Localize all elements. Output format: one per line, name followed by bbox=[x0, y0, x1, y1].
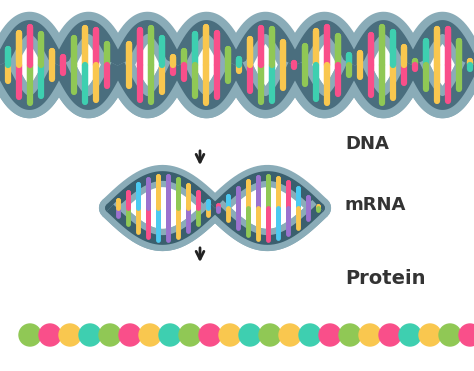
Circle shape bbox=[19, 324, 41, 346]
Circle shape bbox=[279, 324, 301, 346]
Circle shape bbox=[339, 324, 361, 346]
Circle shape bbox=[379, 324, 401, 346]
Circle shape bbox=[399, 324, 421, 346]
Circle shape bbox=[199, 324, 221, 346]
Circle shape bbox=[79, 324, 101, 346]
Circle shape bbox=[419, 324, 441, 346]
Circle shape bbox=[239, 324, 261, 346]
Circle shape bbox=[179, 324, 201, 346]
Circle shape bbox=[119, 324, 141, 346]
Circle shape bbox=[159, 324, 181, 346]
Circle shape bbox=[139, 324, 161, 346]
Text: Protein: Protein bbox=[345, 269, 426, 288]
Circle shape bbox=[39, 324, 61, 346]
Circle shape bbox=[319, 324, 341, 346]
Circle shape bbox=[299, 324, 321, 346]
Circle shape bbox=[219, 324, 241, 346]
Circle shape bbox=[59, 324, 81, 346]
Circle shape bbox=[99, 324, 121, 346]
Circle shape bbox=[439, 324, 461, 346]
Text: DNA: DNA bbox=[345, 135, 389, 153]
Circle shape bbox=[459, 324, 474, 346]
Text: mRNA: mRNA bbox=[345, 196, 406, 214]
Circle shape bbox=[259, 324, 281, 346]
Circle shape bbox=[359, 324, 381, 346]
